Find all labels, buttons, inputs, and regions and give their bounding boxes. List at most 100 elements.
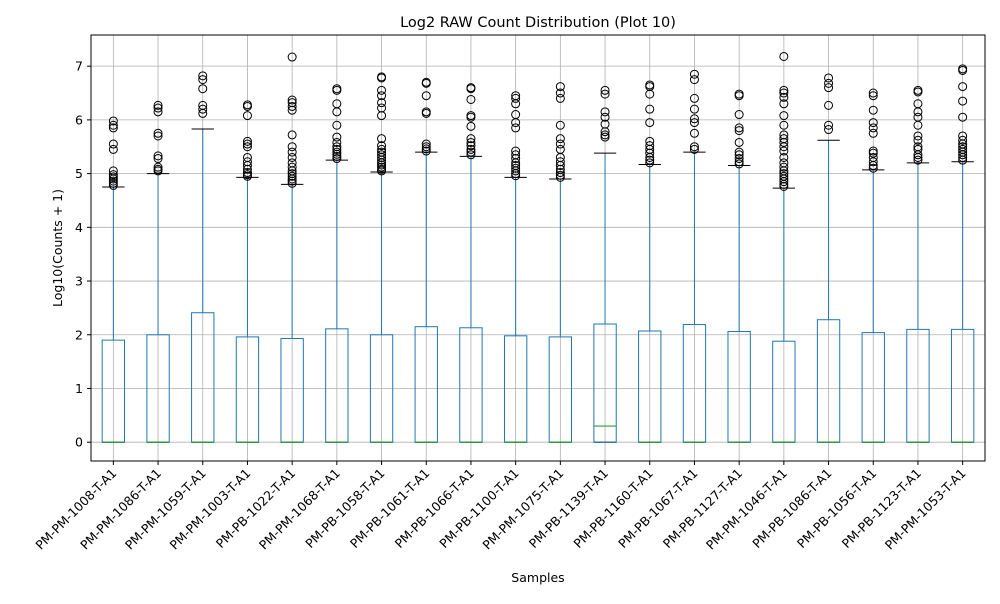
outlier-point: [287, 162, 297, 172]
outlier-point: [421, 91, 431, 101]
outlier-point: [555, 120, 565, 130]
outlier-point: [153, 131, 163, 141]
outlier-point: [377, 144, 387, 154]
plot-frame: [90, 34, 986, 462]
y-tick-label: 6: [75, 112, 83, 127]
box-PM-PM-1059-T-A1: [191, 128, 215, 443]
outlier-point: [377, 103, 387, 113]
boxes: [101, 128, 975, 443]
outlier-point: [913, 135, 923, 145]
outlier-point: [287, 98, 297, 108]
outlier-point: [377, 147, 387, 157]
outlier-point: [108, 139, 118, 149]
outlier-point: [332, 147, 342, 157]
outlier-point: [734, 126, 744, 136]
outlier-point: [287, 158, 297, 168]
outlier-point: [689, 93, 699, 103]
outlier-point: [511, 161, 521, 171]
outlier-point: [779, 111, 789, 121]
outlier-point: [287, 142, 297, 152]
outlier-point: [824, 83, 834, 93]
chart-title: Log2 RAW Count Distribution (Plot 10): [400, 15, 676, 31]
outlier-point: [108, 178, 118, 188]
outlier-point: [466, 134, 476, 144]
outlier-point: [868, 163, 878, 173]
outlier-point: [913, 144, 923, 154]
y-tick-label: 2: [75, 327, 83, 342]
outlier-point: [734, 110, 744, 120]
outlier-point: [287, 95, 297, 105]
box-PM-PM-1003-T-A1: [235, 176, 260, 443]
outlier-point: [421, 107, 431, 117]
box-iqr: [593, 323, 617, 443]
outlier-point: [466, 111, 476, 121]
outlier-point: [287, 169, 297, 179]
outlier-point: [600, 119, 610, 129]
outlier-point: [511, 146, 521, 156]
outlier-point: [377, 91, 387, 101]
outlier-point: [645, 80, 655, 90]
outlier-point: [377, 150, 387, 160]
outlier-point: [421, 146, 431, 156]
outlier-point: [108, 170, 118, 180]
outlier-point: [645, 118, 655, 128]
box-PM-PB-1139-T-A1: [593, 152, 617, 443]
outlier-point: [600, 107, 610, 117]
outlier-point: [332, 132, 342, 142]
outlier-point: [868, 118, 878, 128]
outlier-point: [555, 168, 565, 178]
outlier-point: [466, 83, 476, 93]
outlier-point: [153, 103, 163, 113]
outlier-point: [734, 154, 744, 164]
outlier-point: [555, 144, 565, 154]
outlier-point: [734, 157, 744, 167]
outlier-point: [734, 123, 744, 133]
outlier-point: [466, 141, 476, 151]
outlier-point: [242, 157, 252, 167]
outlier-point: [868, 157, 878, 167]
outlier-point: [555, 134, 565, 144]
x-axis-label: Samples: [511, 570, 564, 585]
outlier-point: [332, 137, 342, 147]
y-tick-label: 7: [75, 59, 83, 74]
outlier-point: [734, 159, 744, 169]
outlier-point: [689, 118, 699, 128]
outlier-point: [958, 144, 968, 154]
y-tick-label: 4: [75, 220, 83, 235]
outlier-point: [108, 116, 118, 126]
outlier-point: [287, 130, 297, 140]
outlier-point: [466, 150, 476, 160]
outlier-point: [779, 134, 789, 144]
outlier-point: [645, 158, 655, 168]
outlier-point: [511, 93, 521, 103]
outlier-point: [377, 72, 387, 82]
box-PM-PB-1061-T-A1: [414, 151, 438, 443]
outlier-point: [332, 154, 342, 164]
outlier-point: [466, 147, 476, 157]
outlier-point: [913, 99, 923, 109]
outlier-point: [108, 176, 118, 186]
outlier-point: [242, 100, 252, 110]
outlier-point: [511, 163, 521, 173]
outlier-point: [555, 139, 565, 149]
outlier-point: [958, 64, 968, 74]
outlier-point: [332, 99, 342, 109]
outlier-point: [600, 112, 610, 122]
outlier-point: [466, 144, 476, 154]
outlier-point: [779, 88, 789, 98]
outlier-point: [466, 137, 476, 147]
outlier-point: [868, 123, 878, 133]
outlier-point: [511, 110, 521, 120]
outlier-point: [868, 152, 878, 162]
outlier-point: [779, 171, 789, 181]
outlier-point: [242, 142, 252, 152]
outlier-point: [600, 132, 610, 142]
outlier-point: [689, 69, 699, 79]
outlier-point: [287, 52, 297, 62]
outlier-point: [421, 144, 431, 154]
outlier-point: [913, 131, 923, 141]
outlier-point: [779, 162, 789, 172]
outlier-point: [689, 142, 699, 152]
outlier-point: [779, 152, 789, 162]
outlier-point: [153, 162, 163, 172]
